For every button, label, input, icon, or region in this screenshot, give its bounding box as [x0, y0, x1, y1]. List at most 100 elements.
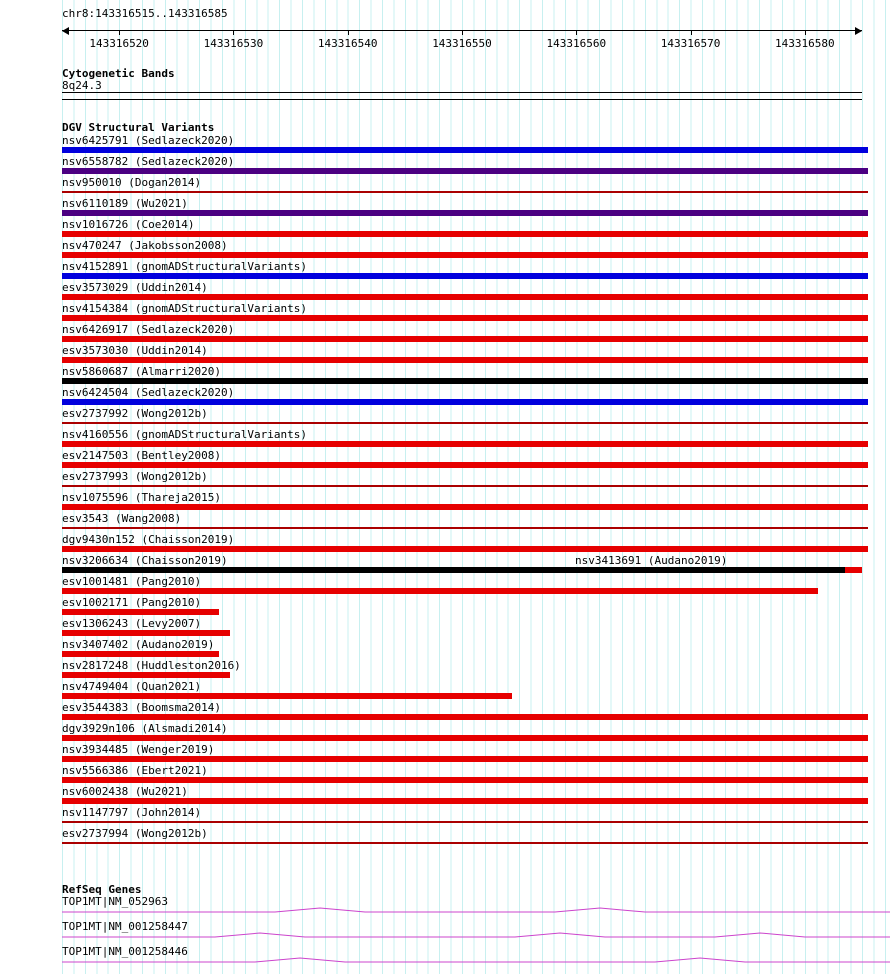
variant-row: dgv9430n152 (Chaisson2019) — [62, 533, 890, 554]
variant-bar[interactable] — [62, 441, 868, 447]
ruler-tick-label: 143316530 — [203, 37, 264, 50]
ruler-tick-label: 143316520 — [89, 37, 149, 50]
variant-label: esv2737993 (Wong2012b) — [62, 470, 208, 483]
variant-label: nsv4749404 (Quan2021) — [62, 680, 202, 693]
variant-bar[interactable] — [62, 422, 868, 424]
variant-label: esv3544383 (Boomsma2014) — [62, 701, 221, 714]
variant-row: esv2737992 (Wong2012b) — [62, 407, 890, 428]
variant-bar[interactable] — [62, 231, 868, 237]
gene-glyph[interactable] — [62, 956, 890, 966]
variant-row: nsv6002438 (Wu2021) — [62, 785, 890, 806]
variant-bar[interactable] — [62, 378, 868, 384]
variant-row: esv1306243 (Levy2007) — [62, 617, 890, 638]
variant-label: esv2737992 (Wong2012b) — [62, 407, 208, 420]
variant-bar[interactable] — [62, 294, 868, 300]
gene-intron-line — [62, 907, 890, 913]
gene-label: TOP1MT|NM_001258447 — [62, 920, 188, 933]
variant-label: esv1002171 (Pang2010) — [62, 596, 202, 609]
variant-row: nsv470247 (Jakobsson2008) — [62, 239, 890, 260]
variant-bar[interactable] — [62, 777, 868, 783]
variant-row: nsv950010 (Dogan2014) — [62, 176, 890, 197]
variant-row: esv3544383 (Boomsma2014) — [62, 701, 890, 722]
variant-row: dgv3929n106 (Alsmadi2014) — [62, 722, 890, 743]
variant-bar[interactable] — [62, 756, 868, 762]
variant-bar[interactable] — [62, 546, 868, 552]
gene-glyph[interactable] — [62, 931, 890, 941]
gene-row: TOP1MT|NM_001258446 — [62, 945, 890, 970]
variant-bar[interactable] — [62, 210, 868, 216]
variant-row: esv1001481 (Pang2010) — [62, 575, 890, 596]
variant-bar[interactable] — [62, 504, 868, 510]
ruler-tick-label: 143316540 — [317, 37, 378, 50]
variant-bar[interactable] — [62, 821, 868, 823]
variant-label: nsv470247 (Jakobsson2008) — [62, 239, 228, 252]
variant-label: nsv6426917 (Sedlazeck2020) — [62, 323, 235, 336]
variant-row: nsv2817248 (Huddleston2016) — [62, 659, 890, 680]
variant-bar[interactable] — [62, 191, 868, 193]
section-title-cytogenetic-bands: Cytogenetic Bands — [62, 67, 175, 80]
variant-row: nsv6426917 (Sedlazeck2020) — [62, 323, 890, 344]
variant-label: nsv2817248 (Huddleston2016) — [62, 659, 241, 672]
variant-label: nsv1075596 (Thareja2015) — [62, 491, 221, 504]
variant-label: nsv4152891 (gnomADStructuralVariants) — [62, 260, 308, 273]
variant-label: esv3573029 (Uddin2014) — [62, 281, 208, 294]
ruler-tick-label: 143316570 — [660, 37, 721, 50]
variant-row: esv3573030 (Uddin2014) — [62, 344, 890, 365]
gene-glyph[interactable] — [62, 906, 890, 916]
variant-label: esv1306243 (Levy2007) — [62, 617, 202, 630]
variant-row: nsv1147797 (John2014) — [62, 806, 890, 827]
variant-bar[interactable] — [62, 336, 868, 342]
variant-label: esv3573030 (Uddin2014) — [62, 344, 208, 357]
variant-row: nsv4749404 (Quan2021) — [62, 680, 890, 701]
variant-label: nsv6425791 (Sedlazeck2020) — [62, 134, 235, 147]
variant-row: nsv3407402 (Audano2019) — [62, 638, 890, 659]
variant-bar[interactable] — [62, 651, 219, 657]
variant-label: nsv3934485 (Wenger2019) — [62, 743, 215, 756]
variant-bar[interactable] — [62, 714, 868, 720]
variant-bar[interactable] — [62, 735, 868, 741]
ruler-tick-label: 143316580 — [775, 37, 835, 50]
variant-bar[interactable] — [62, 672, 230, 678]
variant-row: nsv6424504 (Sedlazeck2020) — [62, 386, 890, 407]
variant-bar[interactable] — [62, 485, 868, 487]
variant-bar[interactable] — [62, 630, 230, 636]
variant-label: nsv6002438 (Wu2021) — [62, 785, 188, 798]
region-coordinates: chr8:143316515..143316585 — [62, 7, 228, 20]
variant-bar[interactable] — [62, 693, 512, 699]
variant-row: nsv3206634 (Chaisson2019) nsv3413691 (Aud… — [62, 554, 890, 575]
variant-row: nsv1016726 (Coe2014) — [62, 218, 890, 239]
variant-label: nsv4154384 (gnomADStructuralVariants) — [62, 302, 308, 315]
variant-label: nsv6424504 (Sedlazeck2020) — [62, 386, 235, 399]
variant-row: nsv6110189 (Wu2021) — [62, 197, 890, 218]
variant-bar[interactable] — [62, 588, 818, 594]
variant-bar[interactable] — [62, 567, 845, 573]
gene-label: TOP1MT|NM_052963 — [62, 895, 168, 908]
variant-bar[interactable] — [62, 147, 868, 153]
cytoband-name: 8q24.3 — [62, 79, 102, 92]
variant-bar[interactable] — [62, 357, 868, 363]
variant-bar[interactable] — [62, 168, 868, 174]
variant-label: nsv950010 (Dogan2014) — [62, 176, 202, 189]
variant-bar[interactable] — [62, 273, 868, 279]
variant-label: nsv6558782 (Sedlazeck2020) — [62, 155, 235, 168]
variant-bar[interactable] — [62, 399, 868, 405]
variant-bar[interactable] — [62, 527, 868, 529]
variant-bar[interactable] — [62, 315, 868, 321]
variant-bar[interactable] — [62, 842, 868, 844]
variant-bar[interactable] — [62, 462, 868, 468]
variant-row: esv2737994 (Wong2012b) — [62, 827, 890, 848]
variant-row: nsv4152891 (gnomADStructuralVariants) — [62, 260, 890, 281]
variant-label: nsv4160556 (gnomADStructuralVariants) — [62, 428, 308, 441]
variant-row: esv3543 (Wang2008) — [62, 512, 890, 533]
variant-row: nsv5566386 (Ebert2021) — [62, 764, 890, 785]
variant-bar[interactable] — [62, 609, 219, 615]
cytoband-bar — [62, 92, 862, 100]
variant-row: nsv1075596 (Thareja2015) — [62, 491, 890, 512]
variant-row: nsv4154384 (gnomADStructuralVariants) — [62, 302, 890, 323]
gene-intron-line — [62, 957, 890, 963]
ruler-tick-label: 143316550 — [432, 37, 492, 50]
variant-bar[interactable] — [62, 798, 868, 804]
variant-bar[interactable] — [62, 252, 868, 258]
gene-row: TOP1MT|NM_052963 — [62, 895, 890, 920]
